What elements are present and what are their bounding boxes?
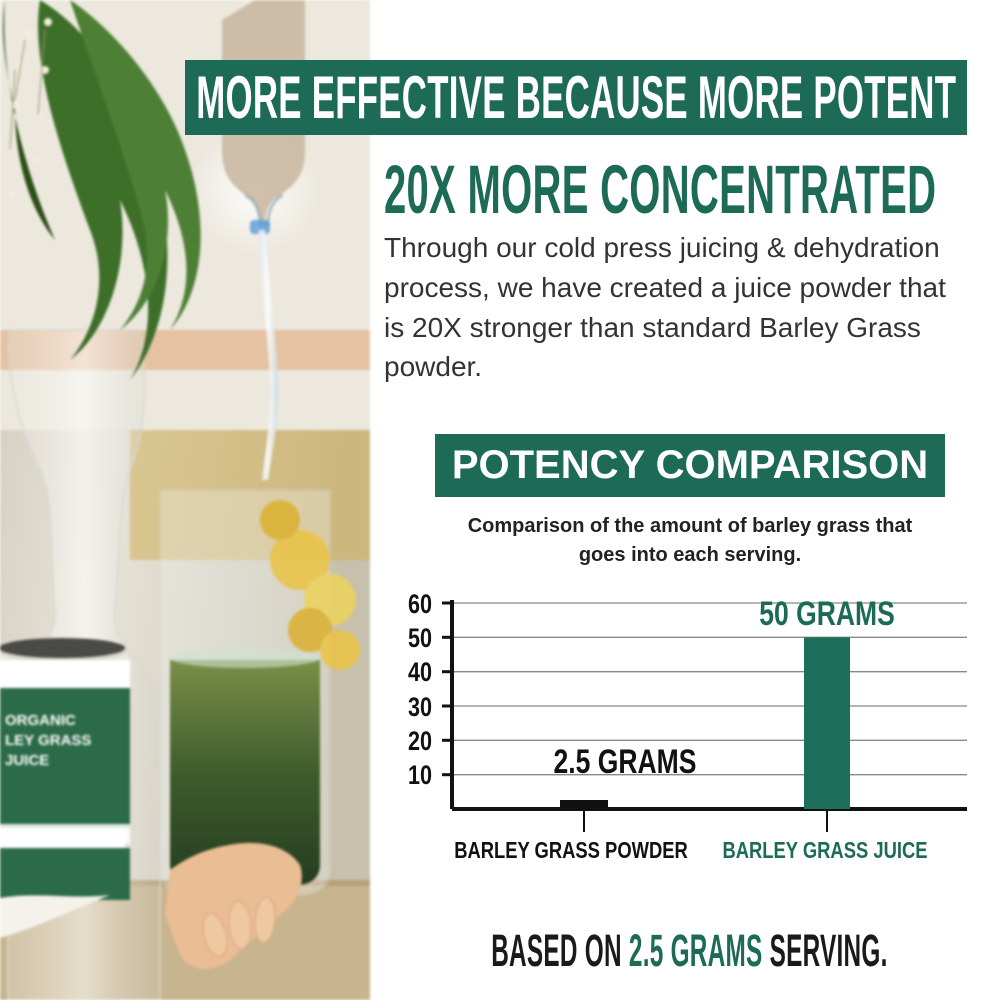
svg-text:10: 10 — [408, 761, 432, 791]
svg-text:20: 20 — [408, 727, 432, 757]
svg-text:BARLEY GRASS POWDER: BARLEY GRASS POWDER — [454, 838, 688, 863]
svg-text:30: 30 — [408, 693, 432, 723]
svg-text:BARLEY GRASS JUICE: BARLEY GRASS JUICE — [722, 838, 927, 863]
svg-text:2.5 GRAMS: 2.5 GRAMS — [554, 743, 697, 781]
svg-text:50 GRAMS: 50 GRAMS — [759, 595, 895, 633]
svg-text:60: 60 — [408, 590, 432, 620]
svg-text:50: 50 — [408, 624, 432, 654]
svg-text:40: 40 — [408, 658, 432, 688]
